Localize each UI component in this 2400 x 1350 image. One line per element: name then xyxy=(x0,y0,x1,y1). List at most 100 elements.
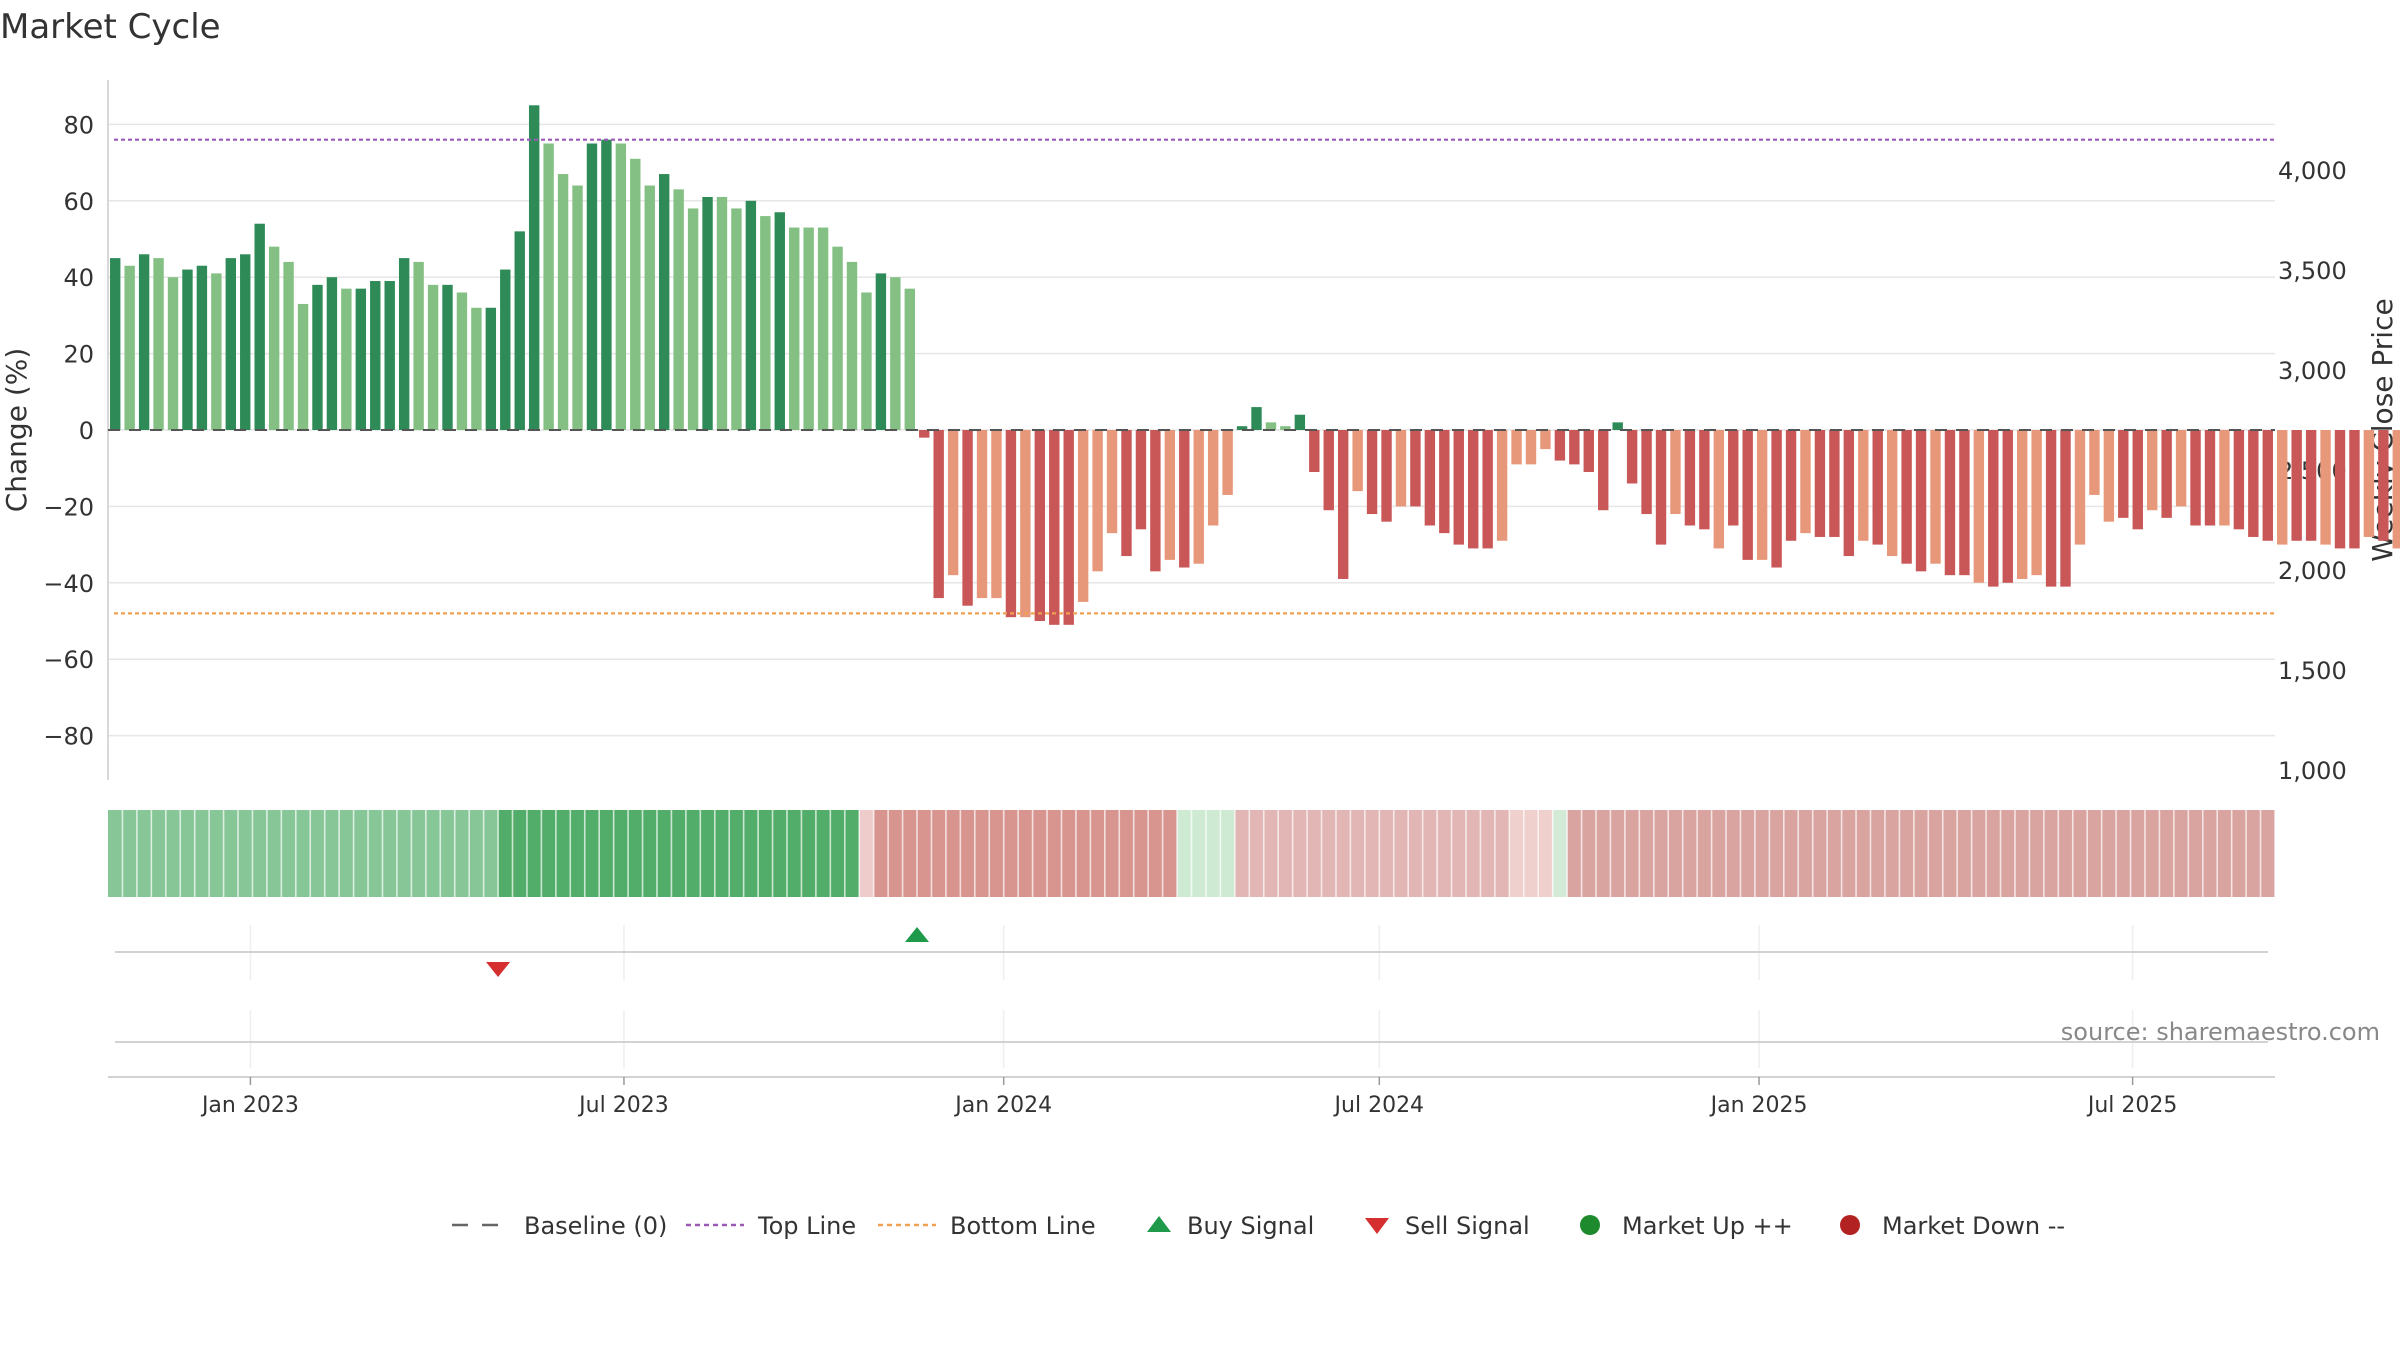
bar xyxy=(2392,430,2400,549)
bar xyxy=(991,430,1002,599)
bar xyxy=(427,284,439,430)
bar xyxy=(528,105,540,431)
bar xyxy=(1785,430,1797,541)
bar xyxy=(1323,430,1334,511)
bar xyxy=(1395,430,1407,507)
bar xyxy=(1973,430,1985,583)
y-tick-label: −60 xyxy=(43,646,94,674)
bar xyxy=(904,288,915,430)
bar xyxy=(1020,430,1031,618)
bar xyxy=(615,143,627,430)
bar xyxy=(1092,430,1103,572)
bar xyxy=(1728,430,1739,526)
legend-label: Baseline (0) xyxy=(524,1212,667,1240)
chart-title: Market Cycle xyxy=(0,7,221,47)
bar xyxy=(572,185,583,430)
bars xyxy=(110,105,2400,625)
bar xyxy=(110,258,121,430)
bar xyxy=(1944,430,1956,576)
bar xyxy=(1655,430,1667,545)
bar xyxy=(745,200,757,430)
bar xyxy=(1988,430,1999,587)
legend-item: Bottom Line xyxy=(878,1212,1096,1240)
bar xyxy=(1670,430,1681,515)
bar xyxy=(1699,430,1710,530)
bar xyxy=(659,174,670,430)
bar xyxy=(254,223,265,430)
bar xyxy=(1453,430,1464,545)
bar xyxy=(1915,430,1927,572)
y-tick-label: −40 xyxy=(43,570,94,598)
bar xyxy=(630,158,641,430)
bar xyxy=(673,189,684,430)
y-tick-label: 80 xyxy=(63,111,94,139)
regime-segment xyxy=(873,810,1178,897)
bar xyxy=(1251,407,1262,430)
regime-segment xyxy=(498,810,860,897)
bar xyxy=(1930,430,1941,564)
legend-item: Top Line xyxy=(686,1212,856,1240)
bar xyxy=(2161,430,2172,518)
legend-item: Sell Signal xyxy=(1365,1212,1530,1240)
bar xyxy=(2305,430,2317,541)
bar xyxy=(485,307,497,430)
y-axis-left: −80 −60 −40 −20 0 20 40 60 80 xyxy=(43,80,109,780)
y2-tick-label: 4,000 xyxy=(2278,157,2347,185)
bar xyxy=(1496,430,1508,541)
bar xyxy=(933,430,944,599)
x-tick-label: Jan 2023 xyxy=(200,1093,299,1118)
signal-panel xyxy=(115,925,2268,980)
regime-segment xyxy=(1567,810,2275,897)
bar xyxy=(1280,426,1291,430)
bar xyxy=(601,139,612,430)
bar xyxy=(268,246,280,430)
bar xyxy=(1684,430,1696,526)
bar xyxy=(1309,430,1320,473)
bar xyxy=(716,196,728,430)
bar xyxy=(182,269,193,430)
bar xyxy=(442,284,453,430)
bar xyxy=(1222,430,1233,495)
bar xyxy=(644,185,655,430)
bar xyxy=(702,196,713,430)
bar xyxy=(2031,430,2042,576)
bar xyxy=(1439,430,1450,534)
bar xyxy=(846,261,858,430)
bar xyxy=(2262,430,2273,541)
bar xyxy=(789,227,800,430)
x-tick-label: Jul 2023 xyxy=(577,1093,669,1118)
bar xyxy=(861,292,872,430)
bar xyxy=(2118,430,2129,518)
x-axis: Jan 2023 Jul 2023 Jan 2024 Jul 2024 Jan 2025… xyxy=(108,1076,2275,1118)
bar xyxy=(124,265,135,430)
legend-label: Bottom Line xyxy=(950,1212,1096,1240)
bar xyxy=(2334,430,2346,549)
bar xyxy=(2320,430,2331,545)
bar xyxy=(2045,430,2057,587)
legend-swatch xyxy=(1580,1215,1600,1235)
legend: Baseline (0) Top Line Bottom Line Buy Signa… xyxy=(452,1212,2065,1240)
bar xyxy=(456,292,468,430)
legend-label: Market Down -- xyxy=(1882,1212,2065,1240)
x-tick-label: Jul 2025 xyxy=(2086,1093,2178,1118)
bar xyxy=(471,307,482,430)
bar xyxy=(774,212,785,430)
bar xyxy=(2002,430,2013,583)
bar xyxy=(153,258,164,430)
bar xyxy=(312,284,323,430)
bar xyxy=(1829,430,1840,537)
legend-label: Buy Signal xyxy=(1187,1212,1314,1240)
bar xyxy=(1742,430,1753,560)
bar xyxy=(283,261,294,430)
y-tick-label: 20 xyxy=(63,341,94,369)
bar xyxy=(586,143,598,430)
buy-signal-marker xyxy=(905,927,930,942)
regime-segment xyxy=(108,810,499,897)
y-tick-label: −80 xyxy=(43,723,94,751)
bar xyxy=(1901,430,1912,564)
bar xyxy=(384,281,395,430)
bar xyxy=(1077,430,1089,602)
bar xyxy=(211,273,222,430)
legend-item: Market Up ++ xyxy=(1580,1212,1793,1240)
